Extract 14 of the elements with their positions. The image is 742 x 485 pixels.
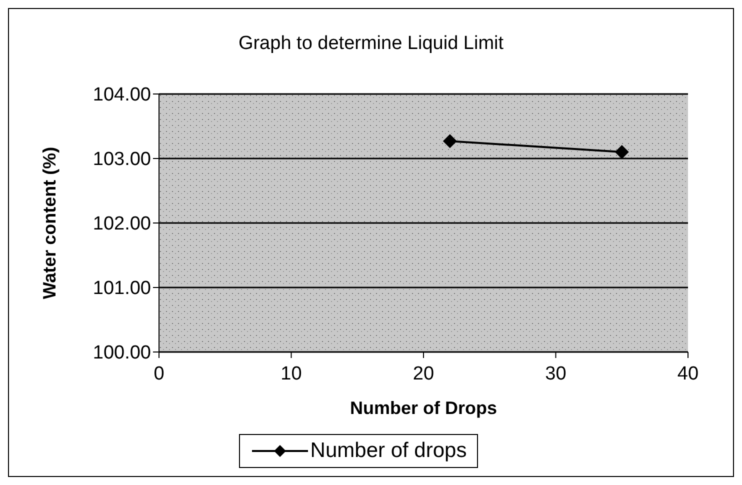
x-tick-label: 40 <box>677 363 699 384</box>
y-tick-label: 103.00 <box>92 149 151 170</box>
x-axis-title: Number of Drops <box>350 398 498 418</box>
legend-label: Number of drops <box>309 439 467 463</box>
x-tick-label: 0 <box>154 363 164 384</box>
x-tick-label: 30 <box>545 363 566 384</box>
y-tick-label: 104.00 <box>92 84 151 106</box>
y-axis-title: Water content (%) <box>39 146 60 300</box>
chart-title: Graph to determine Liquid Limit <box>237 33 505 55</box>
y-tick-label: 102.00 <box>92 214 151 235</box>
x-tick-label: 10 <box>280 363 302 384</box>
y-tick-label: 101.00 <box>92 278 151 300</box>
y-tick-label: 100.00 <box>92 342 151 364</box>
x-tick-label: 20 <box>412 363 434 384</box>
